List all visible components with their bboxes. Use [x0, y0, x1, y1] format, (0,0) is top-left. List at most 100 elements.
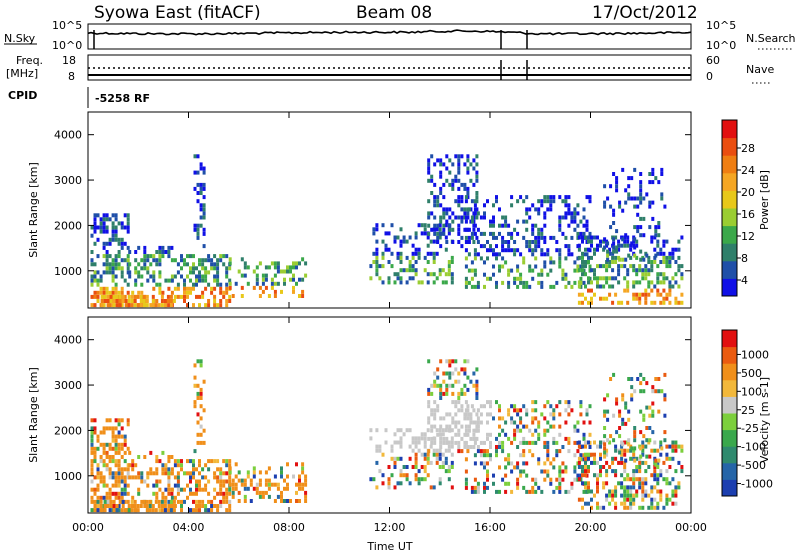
heatmap-cell — [396, 440, 400, 445]
heatmap-cell — [635, 493, 639, 498]
heatmap-cell — [202, 227, 206, 232]
heatmap-cell — [479, 420, 483, 425]
heatmap-cell — [534, 256, 538, 261]
heatmap-cell — [651, 401, 655, 406]
heatmap-cell — [280, 494, 283, 499]
heatmap-cell — [219, 491, 223, 496]
heatmap-cell — [642, 233, 646, 238]
heatmap-cell — [596, 276, 599, 281]
heatmap-cell — [590, 489, 593, 494]
heatmap-cell — [475, 367, 479, 372]
heatmap-cell — [587, 260, 590, 264]
heatmap-cell — [668, 280, 672, 285]
heatmap-cell — [210, 266, 214, 271]
heatmap-cell — [483, 449, 486, 454]
heatmap-cell — [668, 264, 672, 269]
heatmap-cell — [117, 446, 121, 451]
heatmap-cell — [240, 285, 244, 290]
heatmap-cell — [170, 274, 174, 279]
heatmap-cell — [614, 456, 618, 461]
heatmap-cell — [587, 440, 590, 445]
heatmap-cell — [198, 499, 201, 504]
heatmap-cell — [504, 432, 508, 437]
heatmap-cell — [198, 463, 201, 468]
heatmap-cell — [647, 255, 651, 260]
heatmap-cell — [624, 257, 628, 262]
heatmap-cell — [240, 482, 244, 487]
heatmap-cell — [264, 490, 268, 495]
heatmap-cell — [225, 487, 229, 492]
heatmap-cell — [650, 489, 654, 494]
heatmap-cell — [460, 182, 464, 187]
heatmap-cell — [417, 440, 421, 445]
heatmap-cell — [504, 248, 508, 253]
heatmap-cell — [399, 243, 403, 248]
heatmap-cell — [225, 459, 229, 464]
heatmap-cell — [632, 280, 636, 285]
heatmap-cell — [564, 489, 568, 494]
heatmap-cell — [665, 260, 669, 264]
heatmap-cell — [454, 154, 458, 159]
heatmap-cell — [513, 252, 517, 257]
heatmap-cell — [558, 264, 562, 269]
heatmap-cell — [677, 460, 681, 465]
heatmap-cell — [128, 262, 132, 267]
heatmap-cell — [196, 182, 200, 187]
heatmap-cell — [457, 199, 461, 204]
heatmap-cell — [584, 481, 587, 486]
noise-tick-right-bottom: 10^0 — [706, 39, 736, 52]
heatmap-cell — [671, 251, 675, 256]
heatmap-cell — [109, 294, 113, 299]
heatmap-cell — [457, 371, 461, 376]
heatmap-cell — [654, 225, 658, 230]
heatmap-cell — [402, 268, 406, 273]
x-tick-label: 12:00 — [374, 521, 406, 534]
heatmap-cell — [176, 270, 180, 275]
heatmap-cell — [668, 292, 672, 297]
heatmap-cell — [611, 460, 615, 465]
heatmap-cell — [659, 247, 663, 252]
heatmap-cell — [420, 231, 424, 236]
heatmap-cell — [105, 495, 109, 500]
heatmap-cell — [470, 284, 474, 289]
heatmap-cell — [123, 475, 127, 480]
heatmap-cell — [149, 262, 153, 267]
heatmap-cell — [384, 440, 388, 445]
heatmap-cell — [117, 463, 121, 468]
heatmap-cell — [632, 497, 636, 502]
heatmap-cell — [555, 453, 559, 458]
heatmap-cell — [155, 250, 159, 254]
heatmap-cell — [420, 477, 424, 482]
heatmap-cell — [408, 444, 412, 449]
heatmap-cell — [466, 445, 470, 449]
heatmap-cell — [492, 481, 495, 486]
heatmap-cell — [483, 465, 486, 470]
heatmap-cell — [427, 166, 431, 171]
heatmap-cell — [126, 467, 130, 472]
heatmap-cell — [606, 257, 610, 262]
heatmap-cell — [267, 478, 271, 483]
heatmap-cell — [283, 269, 286, 274]
heatmap-cell — [614, 255, 618, 260]
heatmap-cell — [457, 408, 461, 413]
heatmap-cell — [240, 478, 244, 483]
heatmap-cell — [525, 227, 529, 232]
heatmap-cell — [204, 286, 208, 291]
heatmap-cell — [202, 379, 206, 384]
heatmap-cell — [567, 436, 571, 441]
heatmap-cell — [195, 499, 198, 504]
heatmap-cell — [96, 471, 100, 476]
heatmap-cell — [483, 404, 486, 409]
heatmap-cell — [120, 471, 124, 476]
heatmap-cell — [641, 477, 645, 482]
heatmap-cell — [588, 195, 592, 200]
heatmap-cell — [668, 456, 672, 461]
heatmap-cell — [134, 270, 138, 275]
heatmap-cell — [201, 278, 205, 283]
heatmap-cell — [626, 288, 630, 293]
heatmap-cell — [677, 264, 681, 269]
heatmap-cell — [451, 420, 455, 425]
heatmap-cell — [120, 418, 124, 423]
heatmap-cell — [433, 379, 437, 384]
heatmap-cell — [638, 456, 642, 461]
